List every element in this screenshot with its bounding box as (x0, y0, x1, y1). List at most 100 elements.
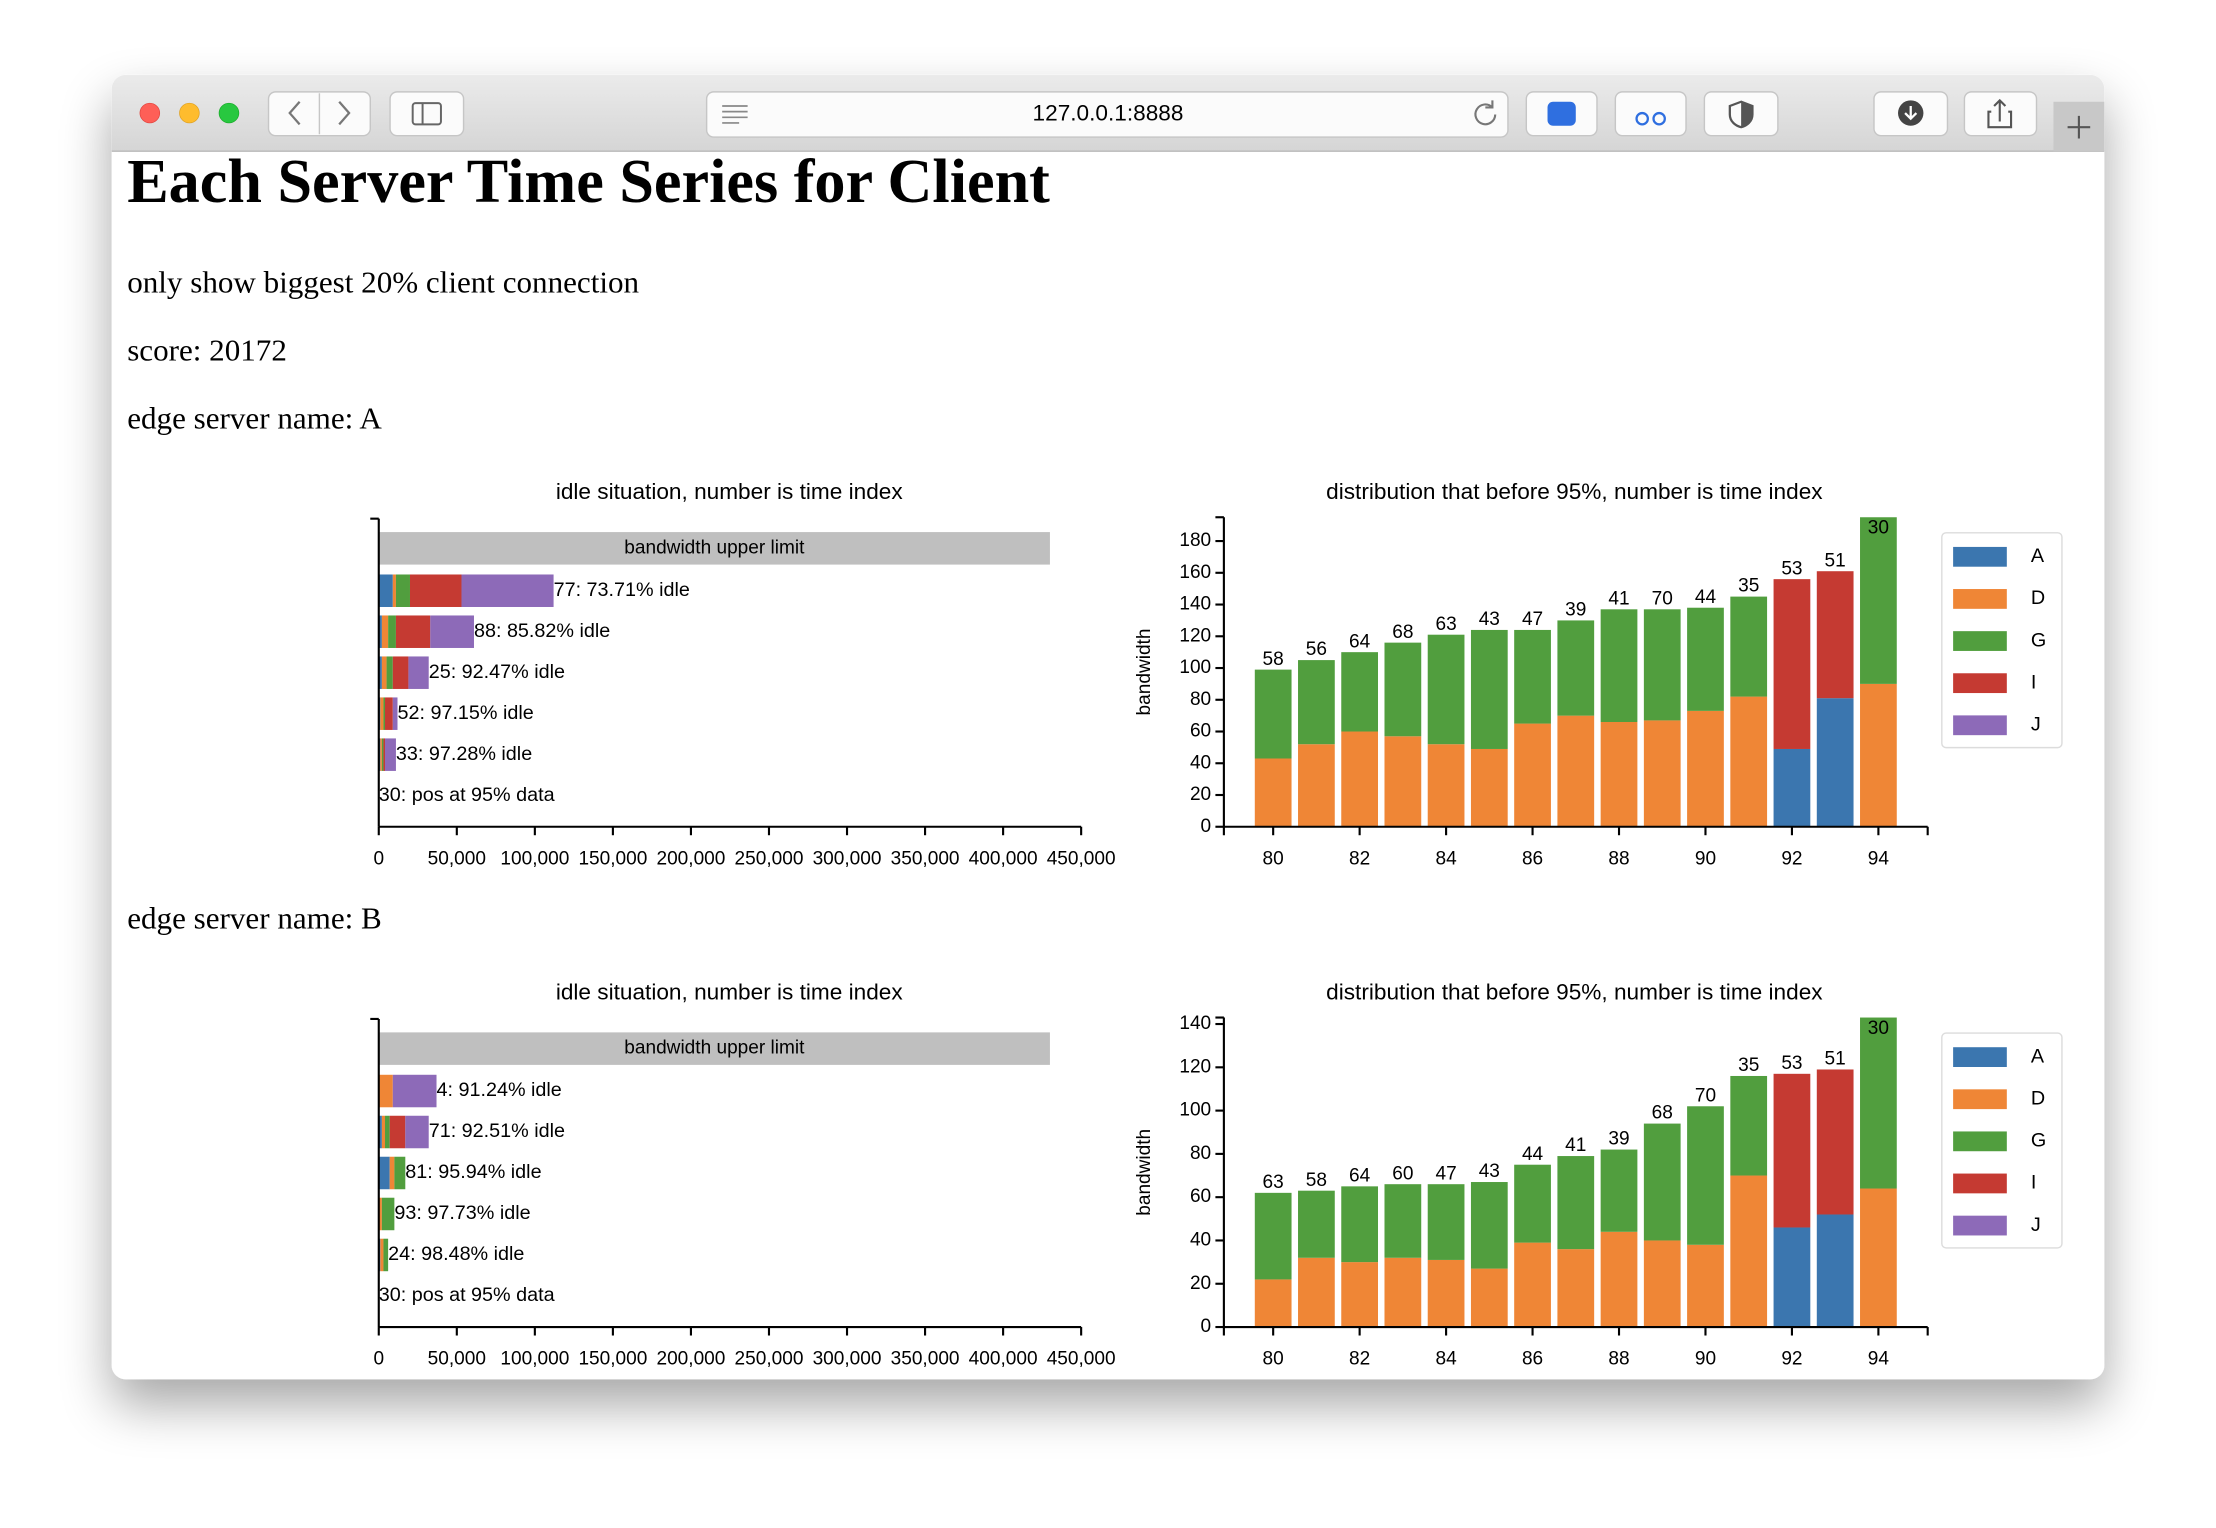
bar-label: 35 (1738, 1055, 1759, 1076)
bar-segment (392, 574, 396, 607)
bar-segment (381, 615, 389, 648)
row-label: 71: 92.51% idle (429, 1120, 565, 1142)
bar-segment (1773, 1227, 1811, 1328)
legend-label: I (2031, 1172, 2036, 1194)
y-tick-label: 80 (1190, 1143, 1211, 1164)
bar-segment (1600, 1149, 1638, 1232)
bar-segment (1860, 517, 1897, 684)
bar-label: 39 (1565, 600, 1586, 621)
x-tick-label: 94 (1868, 848, 1890, 869)
bar-label: 44 (1522, 1144, 1544, 1165)
bar-label: 35 (1738, 576, 1759, 597)
reload-icon[interactable] (1474, 100, 1497, 126)
y-tick-label: 140 (1179, 1013, 1211, 1034)
x-tick-label: 250,000 (735, 848, 804, 869)
bar-segment (378, 1074, 393, 1108)
x-tick-label: 400,000 (969, 1349, 1038, 1370)
close-button[interactable] (139, 102, 161, 124)
legend-label: G (2031, 629, 2046, 651)
bar-segment (1427, 1184, 1465, 1260)
bar-segment (383, 738, 386, 771)
chart-title: idle situation, number is time index (556, 479, 904, 504)
x-tick-label: 86 (1522, 1349, 1543, 1370)
x-tick-label: 86 (1522, 848, 1543, 869)
chart-title: idle situation, number is time index (556, 979, 904, 1004)
bar-segment (1470, 748, 1508, 827)
x-tick-label: 82 (1349, 1349, 1370, 1370)
x-tick-label: 200,000 (656, 848, 725, 869)
shield-icon-fill (1741, 101, 1753, 128)
x-tick-label: 400,000 (969, 848, 1038, 869)
row-label: 93: 97.73% idle (394, 1202, 530, 1224)
legend-label: J (2031, 713, 2041, 735)
legend-label: J (2031, 1214, 2041, 1236)
row-label: 24: 98.48% idle (388, 1243, 524, 1265)
bar-label: 58 (1306, 1170, 1327, 1191)
y-tick-label: 120 (1179, 625, 1211, 646)
x-tick-label: 350,000 (891, 1349, 960, 1370)
extension-icon (1547, 101, 1576, 126)
bar-label: 63 (1263, 1172, 1284, 1193)
chart: distribution that before 95%, number is … (1134, 479, 2063, 869)
bar-segment (1254, 669, 1292, 759)
legend-swatch (1953, 715, 2007, 736)
x-tick-label: 94 (1868, 1349, 1890, 1370)
y-tick-label: 20 (1190, 784, 1211, 805)
bar-segment (405, 1115, 429, 1149)
bar-segment (1860, 683, 1897, 827)
bar-segment (395, 574, 410, 607)
bar-segment (385, 697, 393, 730)
legend-swatch (1953, 589, 2007, 609)
bar-label: 51 (1825, 550, 1846, 571)
bar-segment (409, 574, 462, 607)
legend-swatch (1953, 631, 2007, 651)
y-tick-label: 140 (1179, 594, 1211, 615)
x-tick-label: 0 (373, 1349, 384, 1370)
bar-segment (1254, 1279, 1292, 1328)
minimize-button[interactable] (179, 102, 200, 124)
bar-segment (1514, 1242, 1551, 1328)
y-tick-label: 40 (1190, 1229, 1211, 1250)
y-axis-label: bandwidth (1134, 629, 1155, 716)
bar-segment (1816, 1069, 1854, 1215)
y-tick-label: 120 (1179, 1056, 1211, 1077)
x-tick-label: 90 (1695, 848, 1716, 869)
extension-button[interactable] (1614, 91, 1687, 137)
y-tick-label: 60 (1190, 721, 1211, 742)
x-tick-label: 88 (1608, 848, 1629, 869)
y-tick-label: 180 (1179, 530, 1211, 551)
bar-segment (1384, 1184, 1422, 1258)
bar-segment (378, 1197, 382, 1231)
bar-segment (378, 1156, 390, 1190)
bar-segment (1470, 1268, 1508, 1328)
address-bar[interactable] (705, 91, 1509, 138)
bar-segment (1773, 748, 1811, 827)
x-tick-label: 0 (373, 848, 384, 869)
bar-segment (1816, 1214, 1854, 1328)
legend-label: G (2031, 1130, 2046, 1152)
bar-label: 70 (1695, 1085, 1716, 1106)
bar-segment (1298, 1257, 1335, 1328)
sidebar-button[interactable] (389, 91, 465, 137)
y-tick-label: 0 (1201, 1316, 1212, 1337)
score: score: 20172 (127, 332, 287, 367)
bar-label: 44 (1695, 587, 1717, 608)
x-tick-label: 92 (1781, 848, 1802, 869)
bar-segment (1427, 744, 1465, 827)
x-tick-label: 84 (1435, 848, 1457, 869)
y-tick-label: 60 (1190, 1186, 1211, 1207)
bar-segment (380, 1238, 384, 1272)
row-label: 33: 97.28% idle (396, 743, 532, 765)
bar-label: 58 (1263, 649, 1284, 670)
row-label: 52: 97.15% idle (397, 702, 533, 724)
bar-segment (381, 656, 387, 689)
x-tick-label: 92 (1781, 1349, 1802, 1370)
bar-segment (392, 656, 409, 689)
zoom-button[interactable] (218, 102, 240, 124)
sidebar-icon (411, 102, 442, 126)
row-label: 30: pos at 95% data (379, 1284, 555, 1306)
x-tick-label: 90 (1695, 1349, 1716, 1370)
bar-segment (386, 656, 393, 689)
legend-label: I (2031, 671, 2036, 693)
